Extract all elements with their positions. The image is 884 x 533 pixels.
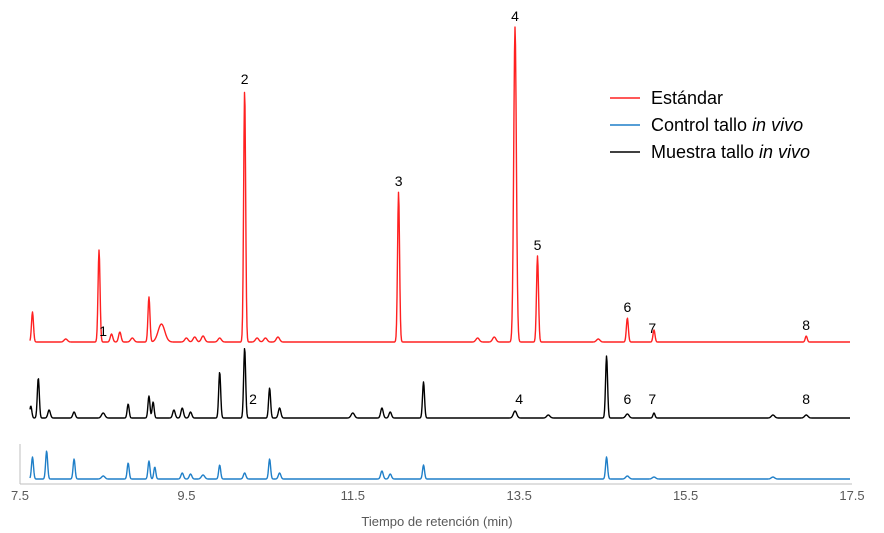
legend-label-estandar: Estándar (651, 88, 723, 108)
peak-label-estandar-7: 7 (648, 320, 656, 336)
peak-label-muestra-2: 2 (249, 391, 257, 407)
legend-label-control: Control tallo in vivo (651, 115, 803, 135)
legend-label-muestra: Muestra tallo in vivo (651, 142, 810, 162)
x-tick-label: 13.5 (507, 488, 532, 503)
legend: Estándar Control tallo in vivo Muestra tal… (610, 88, 810, 162)
peak-label-estandar-3: 3 (395, 173, 403, 189)
trace-estandar (29, 26, 851, 343)
trace-muestra (29, 348, 851, 419)
peak-label-estandar-5: 5 (534, 237, 542, 253)
peak-label-estandar-4: 4 (511, 8, 519, 24)
peak-label-muestra-7: 7 (648, 391, 656, 407)
peak-label-estandar-1: 1 (99, 323, 107, 339)
peak-label-estandar-2: 2 (241, 71, 249, 87)
x-tick-label: 9.5 (177, 488, 195, 503)
peak-label-estandar-8: 8 (802, 317, 810, 333)
x-tick-label: 15.5 (673, 488, 698, 503)
peak-label-muestra-6: 6 (624, 391, 632, 407)
x-tick-label: 11.5 (341, 488, 365, 503)
peak-label-estandar-6: 6 (624, 299, 632, 315)
x-axis: 7.5 9.5 11.5 13.5 15.5 17.5 Tiempo de retenci… (11, 444, 865, 529)
x-tick-label: 17.5 (839, 488, 864, 503)
x-tick-labels: 7.5 9.5 11.5 13.5 15.5 17.5 (11, 488, 865, 503)
traces-group (29, 26, 851, 480)
peak-label-muestra-8: 8 (802, 391, 810, 407)
trace-control (29, 450, 851, 480)
peak-label-muestra-4: 4 (515, 391, 523, 407)
x-tick-label: 7.5 (11, 488, 29, 503)
x-axis-title: Tiempo de retención (min) (361, 514, 512, 529)
